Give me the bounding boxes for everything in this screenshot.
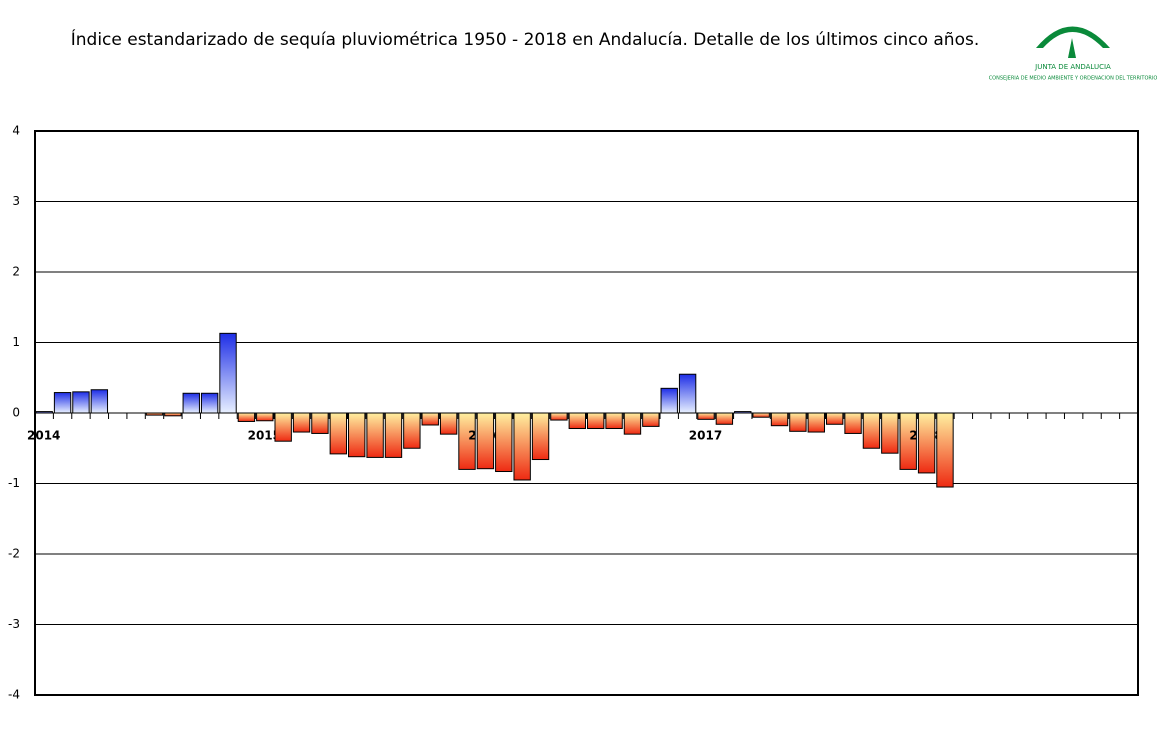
- bar: [311, 412, 329, 434]
- bar: [292, 412, 311, 433]
- bar: [439, 412, 458, 435]
- bar: [917, 412, 936, 474]
- bar: [715, 412, 734, 425]
- y-tick-label: -1: [8, 476, 20, 490]
- y-tick-label: 1: [12, 335, 20, 349]
- y-tick-label: 0: [12, 406, 20, 420]
- chart-title: Índice estandarizado de sequía pluviomét…: [71, 28, 980, 50]
- bar: [825, 412, 844, 425]
- y-tick-label: -4: [8, 688, 20, 702]
- bar: [513, 412, 531, 481]
- x-tick-label: 2015: [248, 429, 281, 443]
- bar: [642, 412, 660, 427]
- x-tick-label: 2017: [689, 429, 722, 443]
- y-tick-label: 2: [12, 265, 20, 279]
- bar: [770, 412, 789, 427]
- bar: [182, 392, 200, 414]
- bar: [458, 412, 476, 470]
- bar: [35, 411, 53, 414]
- bar: [844, 412, 862, 434]
- bar: [807, 412, 825, 433]
- bar: [476, 412, 495, 470]
- bar: [734, 411, 752, 414]
- bar: [348, 412, 366, 458]
- bar: [329, 412, 348, 455]
- y-tick-label: 4: [12, 124, 20, 138]
- bar: [899, 412, 917, 470]
- y-tick-label: -2: [8, 547, 20, 561]
- bar: [550, 412, 568, 421]
- bar: [752, 412, 770, 418]
- x-tick-label: 2014: [27, 429, 60, 443]
- bar: [200, 392, 219, 414]
- bar: [936, 412, 954, 488]
- bar: [256, 412, 274, 422]
- bar: [384, 412, 403, 458]
- bar: [660, 387, 678, 414]
- bar: [219, 332, 237, 414]
- bar: [678, 373, 697, 414]
- bar: [587, 412, 605, 430]
- bar: [568, 412, 586, 430]
- bar: [90, 389, 109, 414]
- logo-mark: [1068, 38, 1076, 58]
- logo: JUNTA DE ANDALUCIA CONSEJERIA DE MEDIO A…: [989, 26, 1158, 82]
- bar: [366, 412, 384, 458]
- bar: [623, 412, 642, 435]
- bar: [164, 412, 182, 417]
- bar: [862, 412, 881, 449]
- bar: [605, 412, 623, 430]
- bar: [881, 412, 899, 454]
- bar: [145, 412, 164, 416]
- bar: [495, 412, 513, 473]
- logo-arc: [1036, 26, 1110, 48]
- logo-subtitle: CONSEJERIA DE MEDIO AMBIENTE Y ORDENACIO…: [989, 76, 1158, 82]
- bar: [53, 392, 72, 414]
- y-tick-label: 3: [12, 194, 20, 208]
- bar: [531, 412, 550, 461]
- bar: [421, 412, 439, 426]
- logo-title: JUNTA DE ANDALUCIA: [1034, 63, 1111, 71]
- y-tick-label: -3: [8, 617, 20, 631]
- bar: [789, 412, 807, 432]
- bar: [697, 412, 715, 420]
- bar: [237, 412, 256, 422]
- bar: [72, 391, 90, 414]
- bar: [274, 412, 292, 442]
- bar: [403, 412, 421, 449]
